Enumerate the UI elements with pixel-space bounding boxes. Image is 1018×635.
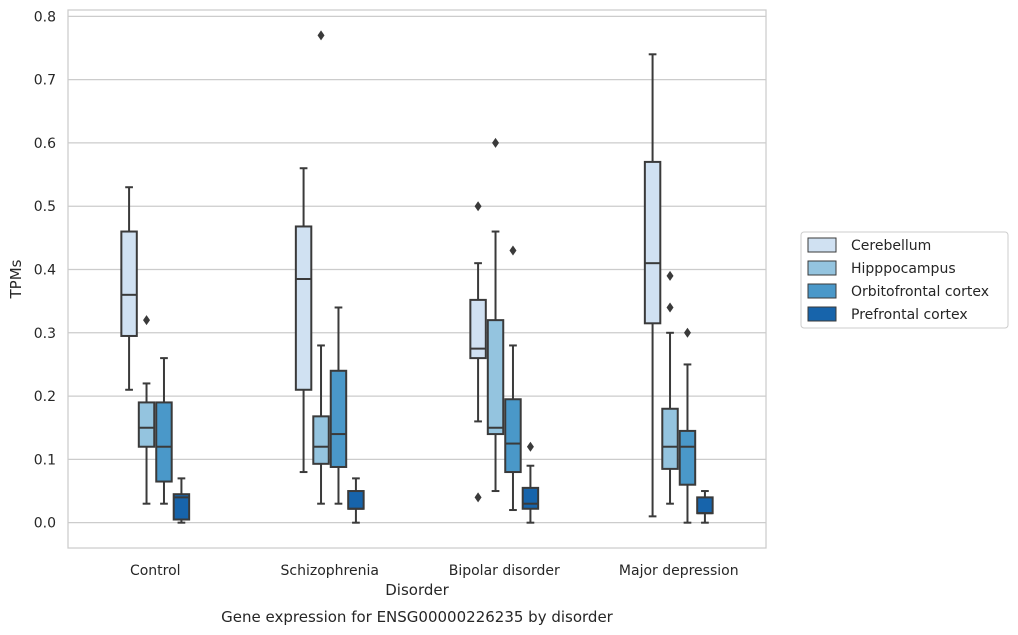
box-plot bbox=[469, 201, 487, 503]
iqr-box bbox=[469, 298, 487, 360]
y-tick-label: 0.6 bbox=[34, 136, 56, 152]
plot-frame bbox=[67, 9, 767, 549]
x-tick-label: Schizophrenia bbox=[281, 563, 379, 579]
x-tick-label: Control bbox=[130, 563, 181, 579]
y-axis-title: TPMs bbox=[7, 259, 25, 299]
legend-swatch bbox=[807, 283, 837, 299]
box-plot bbox=[137, 315, 156, 505]
series-prefrontal-cortex bbox=[172, 441, 714, 524]
iqr-box bbox=[172, 493, 191, 521]
outlier-marker bbox=[474, 201, 482, 212]
iqr-box bbox=[643, 160, 662, 325]
box-plot bbox=[172, 477, 191, 524]
y-tick-label: 0.5 bbox=[34, 199, 56, 215]
box-plot bbox=[696, 490, 714, 524]
box-plot bbox=[643, 53, 662, 518]
x-tick-label: Major depression bbox=[619, 563, 739, 579]
x-tick-label: Bipolar disorder bbox=[449, 563, 560, 579]
y-tick-label: 0.7 bbox=[34, 73, 56, 89]
y-tick-label: 0.1 bbox=[34, 452, 56, 468]
iqr-box bbox=[696, 496, 714, 515]
legend-label: Prefrontal cortex bbox=[851, 307, 968, 323]
outlier-marker bbox=[474, 492, 482, 503]
legend: Cerebellum Hipppocampus Orbitofrontal cort… bbox=[800, 231, 1009, 329]
legend-frame bbox=[800, 231, 1009, 329]
legend-label: Orbitofrontal cortex bbox=[851, 284, 989, 300]
series-hipppocampus bbox=[137, 30, 679, 505]
outlier-marker bbox=[683, 327, 691, 338]
x-axis-title: Disorder bbox=[385, 581, 449, 599]
chart-caption: Gene expression for ENSG00000226235 by d… bbox=[221, 608, 614, 626]
iqr-box bbox=[155, 401, 173, 483]
y-tick-label: 0.8 bbox=[34, 9, 56, 25]
box-plot bbox=[294, 167, 313, 474]
x-tick-labels: Control Schizophrenia Bipolar disorder Majo… bbox=[130, 563, 739, 579]
box-plot bbox=[504, 245, 522, 512]
y-tick-labels: 0.0 0.1 0.2 0.3 0.4 0.5 0.6 0.7 0.8 bbox=[34, 9, 56, 531]
legend-item: Cerebellum bbox=[807, 237, 931, 254]
iqr-box bbox=[347, 490, 365, 510]
outlier-marker bbox=[317, 30, 325, 41]
outlier-marker bbox=[666, 302, 674, 313]
y-tick-label: 0.4 bbox=[34, 263, 56, 279]
iqr-box bbox=[678, 429, 697, 486]
outlier-marker bbox=[492, 137, 500, 148]
outlier-marker bbox=[666, 270, 674, 281]
legend-label: Cerebellum bbox=[851, 238, 931, 254]
iqr-box bbox=[521, 486, 540, 510]
box-plot bbox=[347, 477, 365, 524]
box-plot bbox=[521, 441, 540, 524]
y-tick-label: 0.0 bbox=[34, 516, 56, 532]
outlier-marker bbox=[509, 245, 517, 256]
box-series bbox=[120, 30, 714, 524]
iqr-box bbox=[486, 319, 505, 436]
box-plot bbox=[329, 306, 348, 505]
y-tick-label: 0.2 bbox=[34, 389, 56, 405]
legend-item: Hipppocampus bbox=[807, 260, 956, 277]
legend-label: Hipppocampus bbox=[851, 261, 956, 277]
iqr-box bbox=[137, 401, 156, 448]
iqr-box bbox=[661, 407, 679, 470]
legend-swatch bbox=[807, 237, 837, 253]
y-tick-label: 0.3 bbox=[34, 326, 56, 342]
outlier-marker bbox=[526, 441, 534, 452]
legend-swatch bbox=[807, 260, 837, 276]
legend-swatch bbox=[807, 306, 837, 322]
iqr-box bbox=[120, 230, 138, 337]
series-cerebellum bbox=[120, 53, 662, 518]
box-plot bbox=[678, 327, 697, 524]
box-plot bbox=[120, 186, 138, 391]
box-plot bbox=[155, 357, 173, 505]
box-plot bbox=[486, 137, 505, 493]
outlier-marker bbox=[143, 315, 151, 326]
iqr-box bbox=[294, 225, 313, 391]
series-orbitofrontal-cortex bbox=[155, 245, 697, 524]
box-plot bbox=[312, 30, 330, 505]
iqr-box bbox=[504, 398, 522, 474]
legend-item: Orbitofrontal cortex bbox=[807, 283, 989, 300]
legend-item: Prefrontal cortex bbox=[807, 306, 968, 323]
iqr-box bbox=[329, 369, 348, 468]
box-plot bbox=[661, 270, 679, 505]
iqr-box bbox=[312, 415, 330, 465]
